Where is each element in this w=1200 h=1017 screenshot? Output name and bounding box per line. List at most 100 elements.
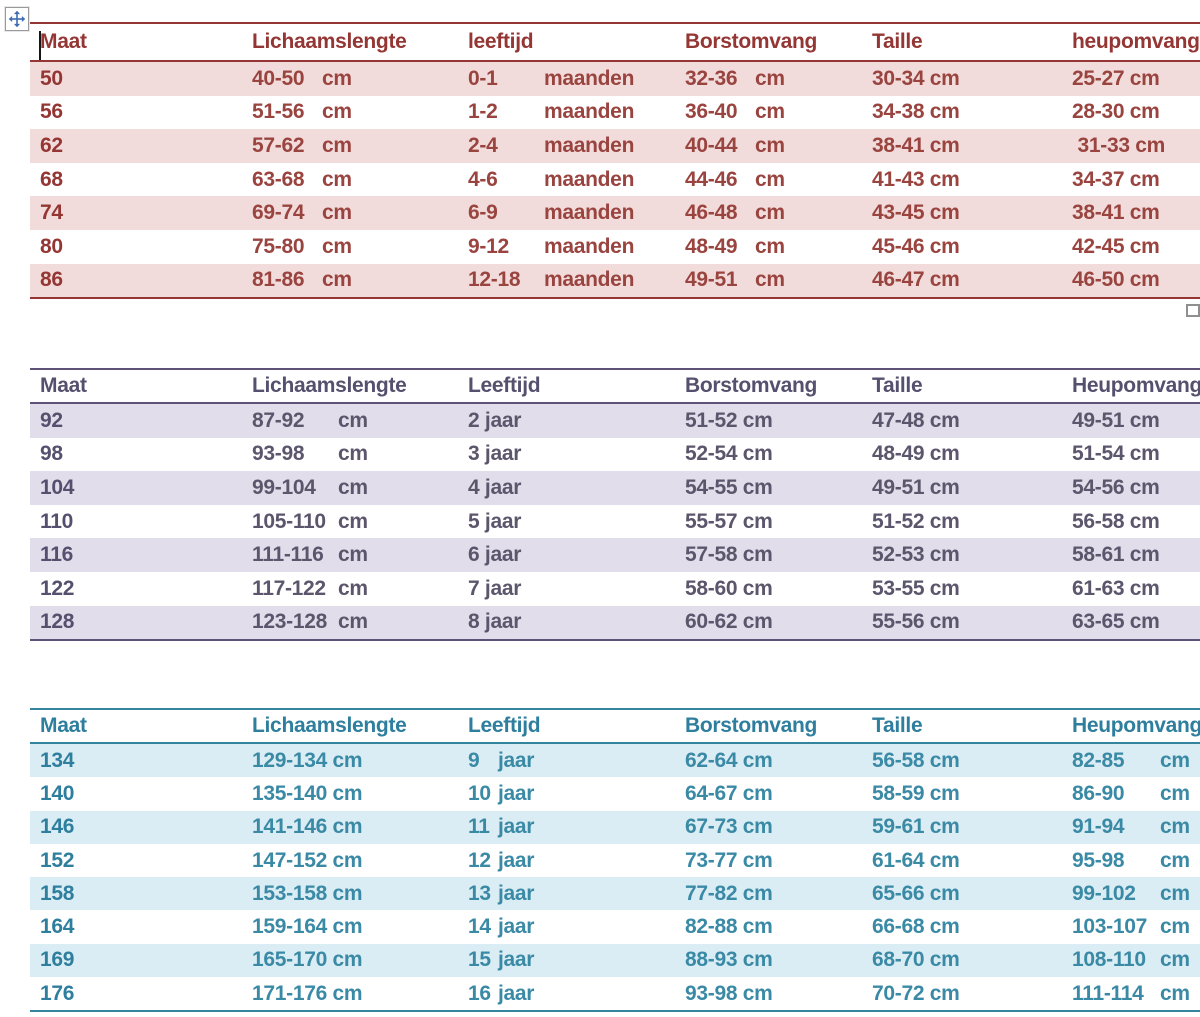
- table-cell[interactable]: 43-45 cm: [862, 196, 1062, 230]
- table-cell[interactable]: 51-56 cm: [242, 96, 458, 130]
- table-move-handle[interactable]: [5, 7, 29, 31]
- table-cell[interactable]: 62-64 cm: [675, 743, 862, 778]
- table-cell[interactable]: 46-50 cm: [1062, 263, 1200, 300]
- table-cell[interactable]: 68-70 cm: [862, 943, 1062, 978]
- table-cell[interactable]: 58-59 cm: [872, 781, 960, 805]
- table-cell[interactable]: 40-50 cm: [242, 61, 458, 96]
- table-cell[interactable]: 12 jaar: [458, 844, 675, 877]
- table-cell[interactable]: 95-98 cm: [1062, 844, 1200, 877]
- table-cell[interactable]: 66-68 cm: [872, 915, 960, 939]
- table-cell[interactable]: 55-56 cm: [862, 605, 1062, 642]
- table-cell[interactable]: 13 jaar: [458, 877, 675, 911]
- table-cell[interactable]: 152: [40, 848, 75, 872]
- column-header[interactable]: Leeftijd: [458, 709, 675, 744]
- table-cell[interactable]: 46-48 cm: [675, 196, 862, 230]
- table-cell[interactable]: 15 jaar: [458, 943, 675, 978]
- table-cell[interactable]: 44-46 cm: [675, 163, 862, 197]
- table-cell[interactable]: 104: [30, 471, 242, 505]
- table-cell[interactable]: 58-60 cm: [685, 576, 773, 600]
- table-cell[interactable]: 65-66 cm: [862, 877, 1062, 911]
- table-cell[interactable]: 49-51 cm: [1062, 403, 1200, 438]
- table-cell[interactable]: 2 jaar: [458, 403, 675, 438]
- table-cell[interactable]: 47-48 cm: [862, 403, 1062, 438]
- table-cell[interactable]: 9-12 maanden: [458, 230, 675, 264]
- table-cell[interactable]: 2-4 maanden: [458, 129, 675, 163]
- table-cell[interactable]: 58-61 cm: [1062, 538, 1200, 572]
- table-resize-handle[interactable]: [1186, 304, 1200, 317]
- table-cell[interactable]: 51-52 cm: [872, 509, 960, 533]
- table-cell[interactable]: 63-65 cm: [1062, 605, 1200, 642]
- table-cell[interactable]: 111-116 cm: [242, 538, 458, 572]
- table-cell[interactable]: 73-77 cm: [685, 848, 773, 872]
- table-cell[interactable]: 8 jaar: [458, 605, 675, 642]
- table-cell[interactable]: 3 jaar: [468, 442, 522, 466]
- table-cell[interactable]: 171-176 cm: [242, 977, 458, 1013]
- table-cell[interactable]: 165-170 cm: [242, 943, 458, 978]
- table-cell[interactable]: 159-164 cm: [252, 915, 363, 939]
- table-cell[interactable]: 92: [30, 403, 242, 438]
- table-cell[interactable]: 116: [30, 538, 242, 572]
- table-cell[interactable]: 110: [40, 509, 73, 533]
- table-cell[interactable]: 64-67 cm: [685, 781, 773, 805]
- table-cell[interactable]: 111-114 cm: [1062, 977, 1200, 1013]
- table-cell[interactable]: 48-49 cm: [872, 442, 960, 466]
- column-header[interactable]: Borstomvang: [675, 369, 862, 404]
- table-cell[interactable]: 12-18 maanden: [458, 263, 675, 300]
- table-cell[interactable]: 81-86 cm: [242, 263, 458, 300]
- table-cell[interactable]: 108-110 cm: [1062, 943, 1200, 978]
- table-cell[interactable]: 56: [40, 100, 63, 124]
- column-header[interactable]: Taille: [862, 23, 1062, 62]
- table-cell[interactable]: 77-82 cm: [675, 877, 862, 911]
- table-cell[interactable]: 69-74 cm: [242, 196, 458, 230]
- table-cell[interactable]: 55-57 cm: [685, 509, 773, 533]
- table-cell[interactable]: 46-47 cm: [862, 263, 1062, 300]
- table-cell[interactable]: 82-85 cm: [1062, 743, 1200, 778]
- column-header[interactable]: Maat: [30, 709, 242, 744]
- table-cell[interactable]: 40-44 cm: [675, 129, 862, 163]
- table-cell[interactable]: 10 jaar: [458, 777, 675, 810]
- table-cell[interactable]: 49-51 cm: [675, 263, 862, 300]
- table-cell[interactable]: 34-37 cm: [1072, 167, 1160, 191]
- table-cell[interactable]: 82-88 cm: [685, 915, 773, 939]
- column-header[interactable]: Leeftijd: [458, 369, 675, 404]
- table-cell[interactable]: 62: [30, 129, 242, 163]
- table-cell[interactable]: 4-6 maanden: [458, 163, 675, 197]
- table-cell[interactable]: 75-80 cm: [242, 230, 458, 264]
- column-header[interactable]: Heupomvang: [1062, 369, 1200, 404]
- table-cell[interactable]: 93-98 cm: [675, 977, 862, 1013]
- table-cell[interactable]: 6-9 maanden: [458, 196, 675, 230]
- table-cell[interactable]: 147-152 cm: [252, 848, 363, 872]
- table-cell[interactable]: 51-52 cm: [675, 403, 862, 438]
- table-cell[interactable]: 140: [40, 781, 75, 805]
- table-cell[interactable]: 57-58 cm: [675, 538, 862, 572]
- table-cell[interactable]: 0-1 maanden: [458, 61, 675, 96]
- table-cell[interactable]: 91-94 cm: [1062, 810, 1200, 844]
- table-cell[interactable]: 88-93 cm: [675, 943, 862, 978]
- table-cell[interactable]: 51-54 cm: [1072, 442, 1160, 466]
- table-cell[interactable]: 25-27 cm: [1062, 61, 1200, 96]
- table-cell[interactable]: 123-128 cm: [242, 605, 458, 642]
- table-cell[interactable]: 164: [40, 915, 75, 939]
- table-cell[interactable]: 56-58 cm: [862, 743, 1062, 778]
- table-cell[interactable]: 48-49 cm: [675, 230, 862, 264]
- table-cell[interactable]: 61-63 cm: [1072, 576, 1160, 600]
- table-cell[interactable]: 134: [30, 743, 242, 778]
- table-cell[interactable]: 93-98 cm: [242, 438, 458, 472]
- table-cell[interactable]: 49-51 cm: [862, 471, 1062, 505]
- table-cell[interactable]: 4 jaar: [458, 471, 675, 505]
- table-cell[interactable]: 30-34 cm: [862, 61, 1062, 96]
- table-cell[interactable]: 169: [30, 943, 242, 978]
- column-header[interactable]: Maat: [30, 23, 242, 62]
- table-cell[interactable]: 45-46 cm: [872, 234, 960, 258]
- column-header[interactable]: Heupomvang: [1062, 709, 1200, 744]
- table-cell[interactable]: 122: [40, 576, 75, 600]
- table-cell[interactable]: 68: [40, 167, 63, 191]
- table-cell[interactable]: 103-107 cm: [1062, 910, 1200, 943]
- table-cell[interactable]: 28-30 cm: [1072, 100, 1160, 124]
- table-cell[interactable]: 54-56 cm: [1062, 471, 1200, 505]
- column-header[interactable]: Taille: [862, 709, 1062, 744]
- column-header[interactable]: Borstomvang: [675, 709, 862, 744]
- size-table-baby[interactable]: Maat Lichaamslengte leeftijd Borstomvang Tai…: [30, 22, 1200, 300]
- table-cell[interactable]: 153-158 cm: [242, 877, 458, 911]
- table-cell[interactable]: 16 jaar: [458, 977, 675, 1013]
